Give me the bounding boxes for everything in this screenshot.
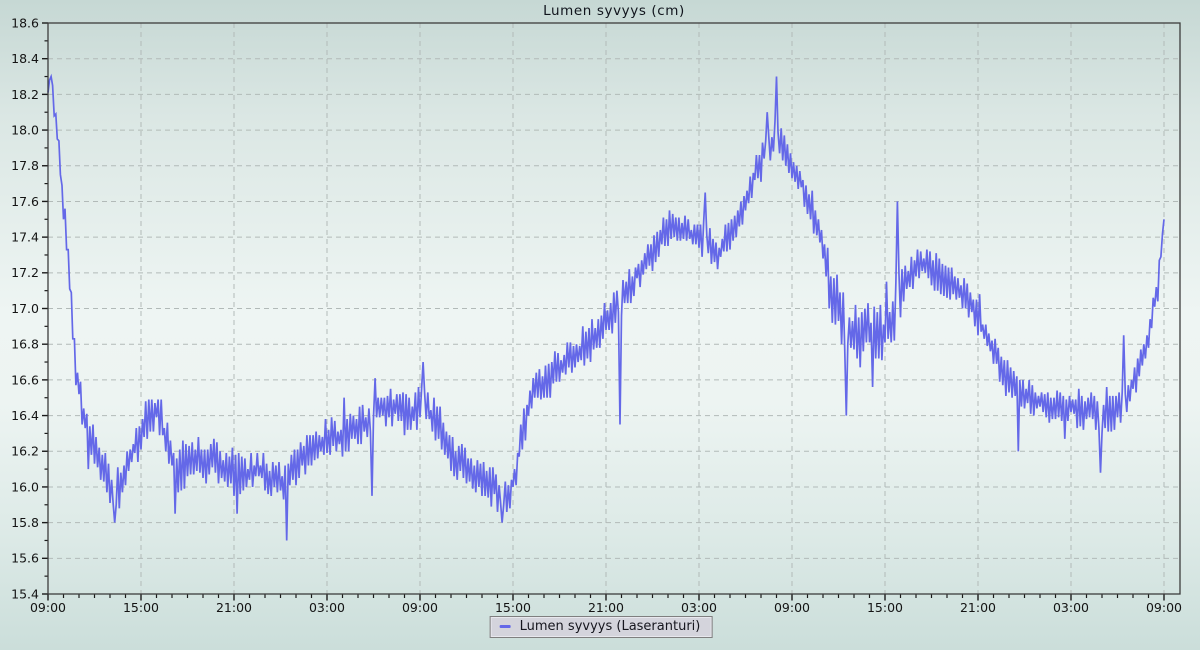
y-tick-label: 17.4 [11,230,39,245]
y-tick-label: 18.4 [11,51,39,66]
y-tick-label: 15.8 [11,515,39,530]
y-tick-label: 16.4 [11,408,39,423]
plot-frame [47,22,1181,595]
x-tick-label: 09:00 [1146,600,1182,615]
y-tick-label: 17.6 [11,194,39,209]
y-tick-label: 18.0 [11,122,39,137]
y-tick-label: 16.8 [11,337,39,352]
chart-title: Lumen syvyys (cm) [543,3,685,19]
x-tick-label: 21:00 [216,600,252,615]
x-tick-label: 15:00 [123,600,159,615]
x-tick-label: 03:00 [1053,600,1089,615]
y-tick-label: 16.2 [11,444,39,459]
legend-line-sample [499,625,511,628]
y-tick-label: 18.2 [11,87,39,102]
x-tick-label: 15:00 [495,600,531,615]
x-tick-label: 09:00 [774,600,810,615]
x-tick-label: 09:00 [30,600,66,615]
y-tick-label: 17.2 [11,265,39,280]
y-tick-label: 15.6 [11,551,39,566]
data-series-line [47,73,1165,541]
x-tick-label: 03:00 [681,600,717,615]
y-tick-label: 15.4 [11,586,39,601]
x-tick-label: 21:00 [960,600,996,615]
x-tick-label: 09:00 [402,600,438,615]
y-tick-label: 17.0 [11,301,39,316]
legend: Lumen syvyys (Laseranturi) [489,616,713,638]
y-tick-label: 18.6 [11,15,39,30]
legend-series-label: Lumen syvyys (Laseranturi) [519,619,701,634]
x-tick-label: 15:00 [867,600,903,615]
y-tick-label: 16.6 [11,372,39,387]
x-tick-label: 21:00 [588,600,624,615]
x-tick-label: 03:00 [309,600,345,615]
y-tick-label: 16.0 [11,479,39,494]
y-tick-label: 17.8 [11,158,39,173]
